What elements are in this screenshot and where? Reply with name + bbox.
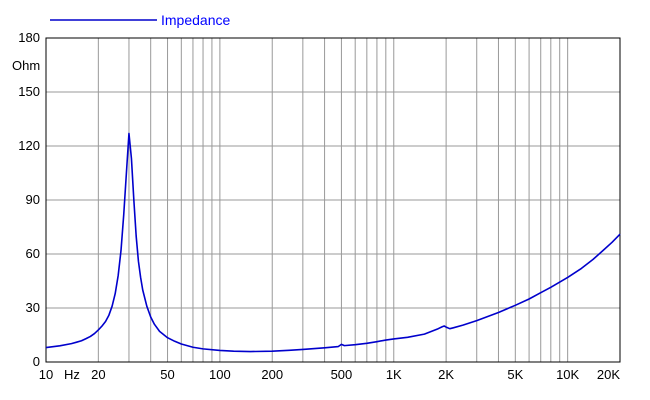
x-tick-label: 500 <box>331 367 353 382</box>
y-tick-label: 60 <box>26 246 40 261</box>
x-tick-label: 10 <box>39 367 53 382</box>
y-tick-label: 0 <box>33 354 40 369</box>
series-layer <box>45 132 621 353</box>
y-tick-label: 150 <box>18 84 40 99</box>
legend: Impedance <box>50 12 230 28</box>
y-tick-label: 30 <box>26 300 40 315</box>
y-tick-labels: 0 30 60 90 120 150 180 <box>18 30 40 369</box>
y-tick-label: 180 <box>18 30 40 45</box>
x-tick-label: 20 <box>91 367 105 382</box>
y-tick-label: 120 <box>18 138 40 153</box>
x-tick-label: 50 <box>160 367 174 382</box>
grid-layer <box>46 38 620 362</box>
plot-frame <box>45 37 621 363</box>
x-tick-label: 10K <box>556 367 579 382</box>
x-tick-label: 1K <box>386 367 402 382</box>
x-tick-label: 20K <box>597 367 620 382</box>
x-tick-label: 5K <box>507 367 523 382</box>
x-tick-label: 2K <box>438 367 454 382</box>
x-tick-label: 100 <box>209 367 231 382</box>
x-tick-labels: 10 20 50 100 200 500 1K 2K 5K 10K 20K <box>39 367 621 382</box>
series-line-impedance <box>45 132 621 353</box>
x-tick-label: 200 <box>261 367 283 382</box>
y-tick-label: 90 <box>26 192 40 207</box>
y-axis-label: Ohm <box>12 58 40 73</box>
legend-label-impedance: Impedance <box>161 12 230 28</box>
x-axis-label: Hz <box>64 367 80 382</box>
